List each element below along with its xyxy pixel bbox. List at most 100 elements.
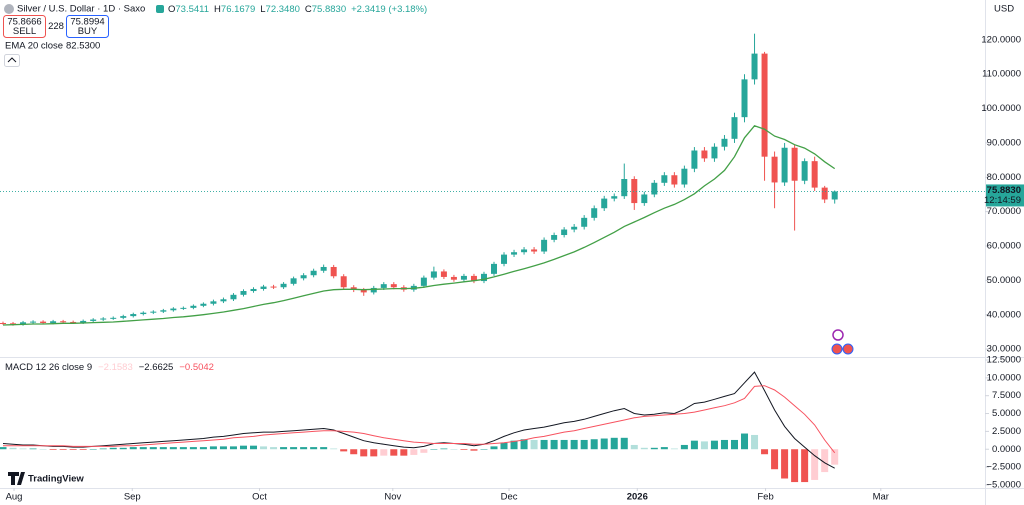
candle-body — [691, 150, 698, 169]
price-label-box — [986, 184, 1024, 207]
ohlc-value: 72.3480 — [266, 4, 300, 15]
histogram-bar — [530, 439, 538, 450]
sell-button[interactable] — [3, 15, 46, 38]
histogram-bar — [771, 449, 779, 470]
histogram-bar — [500, 442, 508, 450]
histogram-bar — [29, 448, 37, 450]
indicator-title: MACD 12 26 close 9 — [5, 362, 92, 373]
histogram-bar — [239, 445, 247, 450]
y-tick-label: 40.0000 — [987, 309, 1021, 320]
candle-body — [250, 288, 257, 292]
collapse-button[interactable] — [4, 54, 20, 67]
candle-body — [10, 323, 17, 325]
candle-body — [561, 229, 568, 236]
histogram-bar — [169, 447, 177, 450]
indicator-legend: MACD 12 26 close 9 −2.1583 −2.6625 −0.5042 — [5, 362, 214, 373]
logo-mark — [8, 472, 25, 485]
candle-body — [450, 276, 457, 280]
x-tick-label: Dec — [501, 492, 518, 503]
buy-button[interactable] — [66, 15, 109, 38]
histogram-bar — [149, 447, 157, 450]
candle-body — [290, 278, 297, 284]
histogram-bar — [510, 440, 518, 450]
y-tick-label: 5.0000 — [992, 408, 1021, 419]
y-tick-label: 12.5000 — [987, 355, 1021, 366]
buy-price: 75.8994 — [70, 17, 104, 28]
candle-body — [671, 175, 678, 185]
legend-value: 82.5300 — [66, 41, 100, 52]
y-tick-label: 2.5000 — [992, 426, 1021, 437]
histogram-bar — [781, 449, 789, 479]
histogram-bar — [300, 447, 308, 450]
candle-body — [480, 273, 487, 282]
candle-body — [240, 291, 247, 295]
candle-body — [541, 239, 548, 252]
candle-body — [831, 191, 838, 200]
candle-body — [340, 276, 347, 288]
histogram-bar — [540, 439, 548, 450]
histogram-bar — [690, 440, 698, 450]
histogram-bar — [811, 449, 819, 480]
event-flag[interactable] — [842, 343, 854, 355]
histogram-bar — [720, 439, 728, 450]
ohlc-letter: H — [214, 4, 221, 15]
event-flag[interactable] — [831, 343, 843, 355]
candle-body — [741, 79, 748, 118]
candle-body — [90, 319, 97, 321]
histogram-bar — [460, 449, 468, 450]
candle-body — [390, 284, 397, 288]
y-tick-label: 50.0000 — [987, 275, 1021, 286]
candle-body — [801, 161, 808, 181]
x-tick-label: Aug — [6, 492, 23, 503]
candle-body — [270, 286, 277, 288]
symbol-icon — [4, 4, 14, 14]
histogram-bar — [320, 447, 328, 450]
candle-body — [380, 284, 387, 288]
histogram-bar — [610, 437, 618, 450]
histogram-bar — [801, 449, 809, 483]
candle-body — [791, 147, 798, 181]
histogram-bar — [250, 445, 258, 450]
buy-label: BUY — [78, 26, 98, 37]
histogram-bar — [480, 449, 488, 450]
y-tick-label: 30.0000 — [987, 344, 1021, 355]
chart-title: Silver / U.S. Dollar · 1D · Saxo — [17, 4, 145, 15]
candle-body — [140, 312, 147, 315]
ema-line — [2, 125, 836, 326]
candle-body — [300, 275, 307, 279]
y-tick-label: 0.0000 — [992, 444, 1021, 455]
candle-body — [310, 270, 317, 276]
histogram-bar — [640, 447, 648, 450]
histogram-bar — [19, 448, 27, 450]
candle-body — [180, 307, 187, 309]
histogram-bar — [580, 439, 588, 450]
histogram-bar — [470, 449, 478, 451]
ohlc-value: 75.8830 — [312, 4, 346, 15]
candle-body — [320, 266, 327, 271]
histogram-bar — [0, 447, 7, 450]
histogram-bar — [700, 441, 708, 450]
histogram-bar — [209, 446, 217, 450]
histogram-bar — [821, 449, 829, 473]
candle-body — [621, 179, 628, 197]
y-tick-label: 80.0000 — [987, 172, 1021, 183]
histogram-bar — [831, 449, 839, 465]
candle-body — [711, 146, 718, 159]
histogram-bar — [109, 447, 117, 450]
candle-body — [80, 320, 87, 323]
event-icon[interactable] — [832, 329, 844, 341]
candle-body — [571, 226, 578, 230]
y-tick-label: 10.0000 — [987, 372, 1021, 383]
histogram-bar — [270, 447, 278, 450]
candle-body — [50, 321, 57, 323]
candle-body — [160, 310, 167, 312]
histogram-bar — [219, 446, 227, 450]
candle-body — [370, 287, 377, 293]
indicator-value: −2.6625 — [139, 362, 174, 373]
histogram-bar — [430, 449, 438, 450]
candle-body — [731, 117, 738, 139]
histogram-bar — [670, 448, 678, 450]
y-tick-label: 90.0000 — [987, 137, 1021, 148]
histogram-bar — [450, 449, 458, 450]
candle-body — [591, 208, 598, 218]
